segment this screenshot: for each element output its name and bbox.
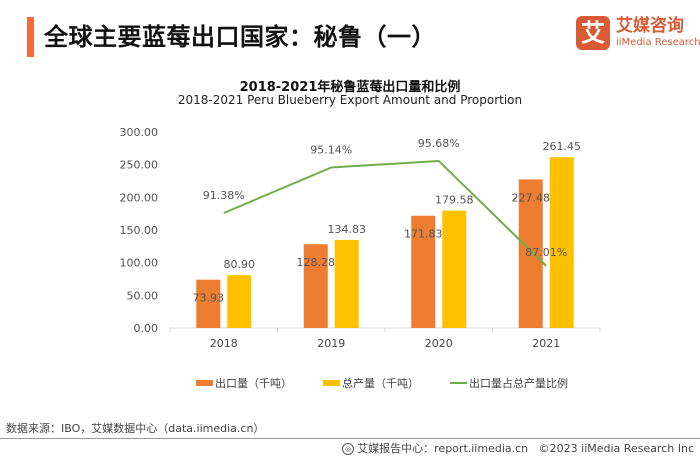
bar-production (549, 157, 574, 328)
data-label-export: 171.83 (404, 228, 443, 241)
y-tick-label: 50.00 (127, 289, 159, 302)
legend-item-export: 出口量（千吨） (196, 375, 292, 391)
data-label-export: 128.28 (297, 256, 336, 269)
x-tick-label: 2021 (532, 337, 560, 350)
logo-mark-icon: 艾 (576, 16, 610, 50)
legend: 出口量（千吨） 总产量（千吨） 出口量占总产量比例 (0, 375, 700, 391)
chart-subtitle: 2018-2021 Peru Blueberry Export Amount a… (177, 93, 523, 107)
x-tick-label: 2020 (425, 337, 453, 350)
y-tick-label: 0.00 (134, 322, 159, 335)
footer: ◎ 艾媒报告中心：report.iimedia.cn ©2023 iiMedia … (342, 440, 694, 456)
x-axis: 2018 2019 2020 2021 (169, 327, 601, 350)
data-label-production: 80.90 (224, 258, 256, 271)
bar-production (227, 275, 252, 328)
legend-item-production: 总产量（千吨） (323, 375, 419, 391)
legend-label-ratio: 出口量占总产量比例 (469, 377, 568, 390)
y-tick-label: 150.00 (120, 224, 159, 237)
data-source: 数据来源：IBO，艾媒数据中心（data.iimedia.cn） (6, 422, 265, 435)
data-label-export: 227.48 (512, 191, 551, 204)
data-label-ratio: 95.68% (418, 137, 460, 150)
bar-production (442, 210, 467, 328)
data-label-export: 73.93 (193, 292, 225, 305)
ratio-line-series (223, 159, 547, 267)
legend-label-production: 总产量（千吨） (342, 377, 419, 390)
bar-export (518, 179, 543, 328)
y-tick-label: 250.00 (120, 159, 159, 172)
logo-name-cn: 艾媒咨询 (616, 16, 684, 36)
y-tick-label: 200.00 (120, 191, 159, 204)
chart-title: 2018-2021年秘鲁蓝莓出口量和比例 (239, 80, 461, 95)
legend-swatch-export (196, 380, 213, 386)
bars (196, 157, 574, 328)
bar-export (196, 279, 221, 328)
page-title: 全球主要蓝莓出口国家：秘鲁（一） (44, 23, 436, 51)
globe-icon: ◎ (342, 443, 355, 455)
title-accent-bar (27, 17, 34, 57)
data-label-ratio: 91.38% (203, 189, 245, 202)
legend-swatch-ratio (450, 382, 467, 384)
legend-swatch-production (323, 380, 340, 386)
footer-divider (0, 438, 700, 439)
legend-label-export: 出口量（千吨） (215, 377, 292, 390)
data-label-production: 261.45 (543, 140, 582, 153)
logo-name-en: iiMedia Research (616, 37, 700, 48)
y-tick-label: 100.00 (120, 257, 159, 270)
data-labels: 73.93 80.90 128.28 134.83 171.83 179.58 227.48… (193, 137, 582, 305)
bar-export (411, 215, 436, 328)
bar-export (303, 244, 328, 328)
data-label-production: 134.83 (328, 223, 367, 236)
bar-production (334, 239, 359, 328)
data-label-ratio: 95.14% (310, 144, 352, 157)
y-tick-label: 300.00 (120, 126, 159, 139)
data-label-production: 179.58 (435, 194, 474, 207)
ratio-line (223, 159, 547, 267)
data-label-ratio: 87.01% (525, 246, 567, 259)
footer-copyright: ©2023 iiMedia Research Inc (538, 442, 694, 455)
iimedia-logo: 艾 艾媒咨询 iiMedia Research (576, 14, 700, 54)
x-tick-label: 2018 (210, 337, 238, 350)
legend-item-ratio: 出口量占总产量比例 (450, 375, 568, 391)
y-axis: 0.00 50.00 100.00 150.00 200.00 250.00 300.00 (120, 126, 159, 335)
footer-report-center: 艾媒报告中心：report.iimedia.cn (357, 442, 529, 455)
x-tick-label: 2019 (317, 337, 345, 350)
